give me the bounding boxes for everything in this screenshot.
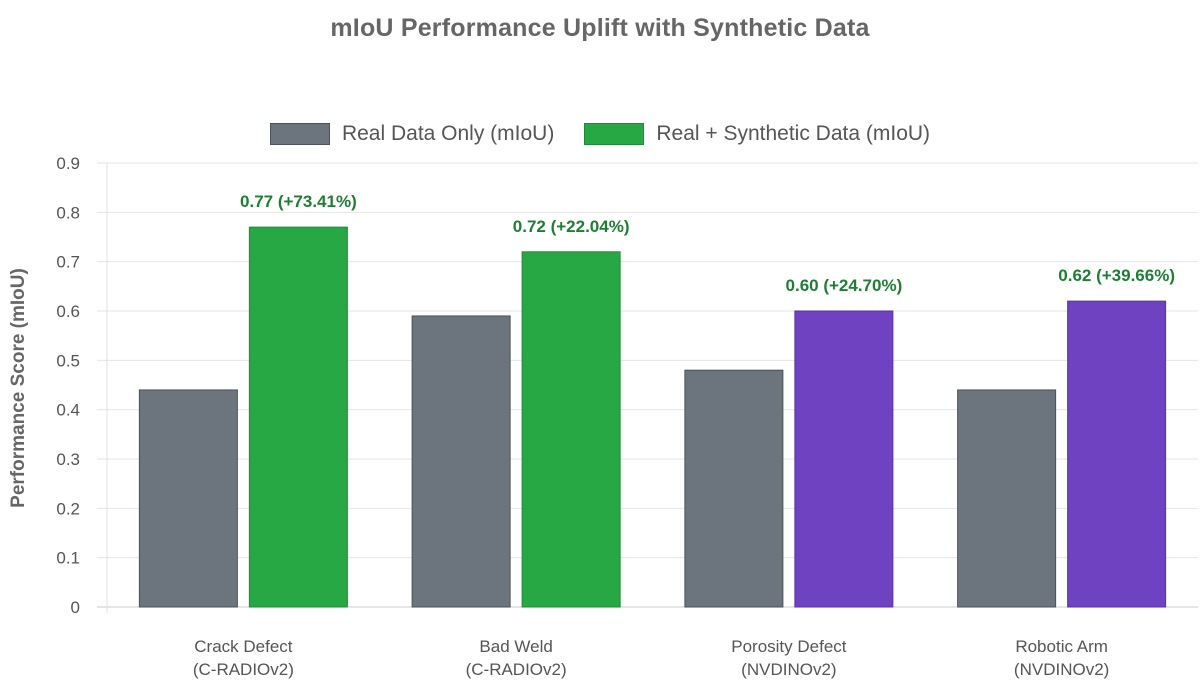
bar-real <box>411 315 511 608</box>
y-tick-label: 0.5 <box>56 351 80 370</box>
x-tick-label: Crack Defect <box>194 637 293 656</box>
x-tick-sublabel: (C-RADIOv2) <box>193 660 294 679</box>
y-tick-label: 0.9 <box>56 154 80 173</box>
data-label: 0.77 (+73.41%) <box>240 192 357 211</box>
x-tick-sublabel: (NVDINOv2) <box>1014 660 1109 679</box>
y-tick-label: 0.1 <box>56 549 80 568</box>
y-tick-label: 0.4 <box>56 401 80 420</box>
chart-title: mIoU Performance Uplift with Synthetic D… <box>330 14 870 42</box>
bar-synthetic <box>1067 300 1167 608</box>
legend: Real Data Only (mIoU) Real + Synthetic D… <box>0 122 1200 146</box>
legend-item-real[interactable]: Real Data Only (mIoU) <box>269 122 555 146</box>
legend-swatch-synthetic <box>584 123 645 145</box>
y-tick-label: 0.6 <box>56 302 80 321</box>
y-tick-label: 0.3 <box>56 450 80 469</box>
data-label: 0.62 (+39.66%) <box>1058 266 1175 285</box>
legend-swatch-real <box>269 123 330 145</box>
y-tick-label: 0 <box>71 598 80 617</box>
y-tick-label: 0.2 <box>56 499 80 518</box>
bar-real <box>957 389 1057 608</box>
x-tick-label: Bad Weld <box>479 637 552 656</box>
bar-synthetic <box>521 251 621 608</box>
x-tick-label: Robotic Arm <box>1015 637 1108 656</box>
y-axis-title: Performance Score (mIoU) <box>8 268 29 508</box>
bar-real <box>138 389 238 608</box>
data-label: 0.60 (+24.70%) <box>786 276 903 295</box>
bar-synthetic <box>794 310 894 608</box>
legend-label-real: Real Data Only (mIoU) <box>341 122 555 145</box>
legend-item-synthetic[interactable]: Real + Synthetic Data (mIoU) <box>584 122 930 146</box>
bar-synthetic <box>248 226 348 608</box>
y-tick-label: 0.7 <box>56 253 80 272</box>
data-label: 0.72 (+22.04%) <box>513 217 630 236</box>
bar-real <box>684 369 784 608</box>
x-tick-sublabel: (NVDINOv2) <box>741 660 836 679</box>
legend-label-synthetic: Real + Synthetic Data (mIoU) <box>656 122 931 145</box>
y-tick-label: 0.8 <box>56 203 80 222</box>
x-tick-label: Porosity Defect <box>731 637 847 656</box>
x-tick-sublabel: (C-RADIOv2) <box>466 660 567 679</box>
